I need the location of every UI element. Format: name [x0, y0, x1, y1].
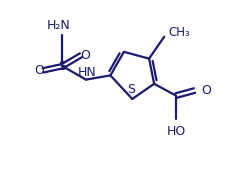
Text: O: O — [80, 49, 90, 62]
Text: HN: HN — [77, 65, 96, 78]
Text: CH₃: CH₃ — [168, 26, 190, 39]
Text: O: O — [34, 64, 44, 77]
Text: S: S — [127, 83, 135, 96]
Text: O: O — [201, 84, 211, 97]
Text: H₂N: H₂N — [47, 19, 71, 32]
Text: S: S — [59, 60, 67, 73]
Text: HO: HO — [166, 125, 186, 138]
